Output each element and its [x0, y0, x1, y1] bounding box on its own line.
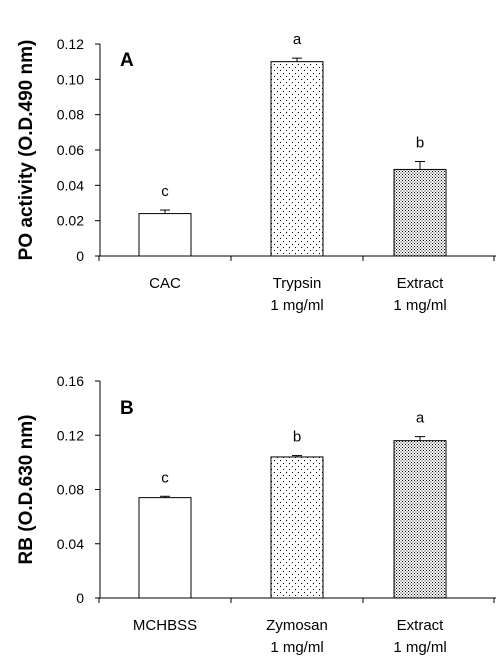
y-tick-label: 0.08 — [57, 107, 84, 123]
x-category-label: MCHBSS — [133, 617, 197, 634]
x-category-label: CAC — [149, 275, 181, 292]
significance-letter: c — [161, 183, 169, 200]
y-axis-title: PO activity (O.D.490 nm) — [16, 40, 37, 261]
y-tick-label: 0.16 — [57, 373, 84, 389]
significance-letter: b — [416, 134, 424, 151]
significance-letter: a — [416, 410, 425, 427]
panel-label: B — [120, 398, 134, 419]
y-tick-label: 0.06 — [57, 142, 84, 158]
y-tick-label: 0.02 — [57, 213, 84, 229]
significance-letter: a — [293, 31, 302, 48]
x-category-label: Trypsin — [273, 275, 322, 292]
bar — [393, 440, 447, 599]
y-tick-label: 0.08 — [57, 482, 84, 498]
y-tick-label: 0.04 — [57, 536, 84, 552]
y-axis-title: RB (O.D.630 nm) — [16, 415, 37, 565]
x-category-label: Extract — [397, 275, 445, 292]
significance-letter: b — [293, 429, 301, 446]
bar — [270, 456, 324, 599]
x-category-label: 1 mg/ml — [270, 639, 323, 656]
y-tick-label: 0.04 — [57, 177, 84, 193]
chart-panel-a: 0 0.02 0.04 0.06 0.08 0.10 0.12 c CAC a Trypsin 1 m… — [16, 31, 496, 314]
bar — [270, 61, 324, 257]
bar — [393, 168, 447, 257]
bar — [138, 213, 192, 257]
panel-label: A — [120, 50, 134, 71]
bar — [138, 497, 192, 599]
y-tick-label: 0 — [76, 590, 84, 606]
significance-letter: c — [161, 469, 169, 486]
y-tick-label: 0.10 — [57, 71, 84, 87]
y-tick-label: 0 — [76, 248, 84, 264]
x-category-label: Zymosan — [266, 617, 328, 634]
y-tick-label: 0.12 — [57, 427, 84, 443]
x-category-label: 1 mg/ml — [270, 297, 323, 314]
x-category-label: 1 mg/ml — [393, 639, 446, 656]
x-category-label: Extract — [397, 617, 445, 634]
y-tick-label: 0.12 — [57, 36, 84, 52]
x-category-label: 1 mg/ml — [393, 297, 446, 314]
chart-panel-b: 0 0.04 0.08 0.12 0.16 c MCHBSS b Zymosan 1 mg/ml a… — [16, 373, 496, 656]
